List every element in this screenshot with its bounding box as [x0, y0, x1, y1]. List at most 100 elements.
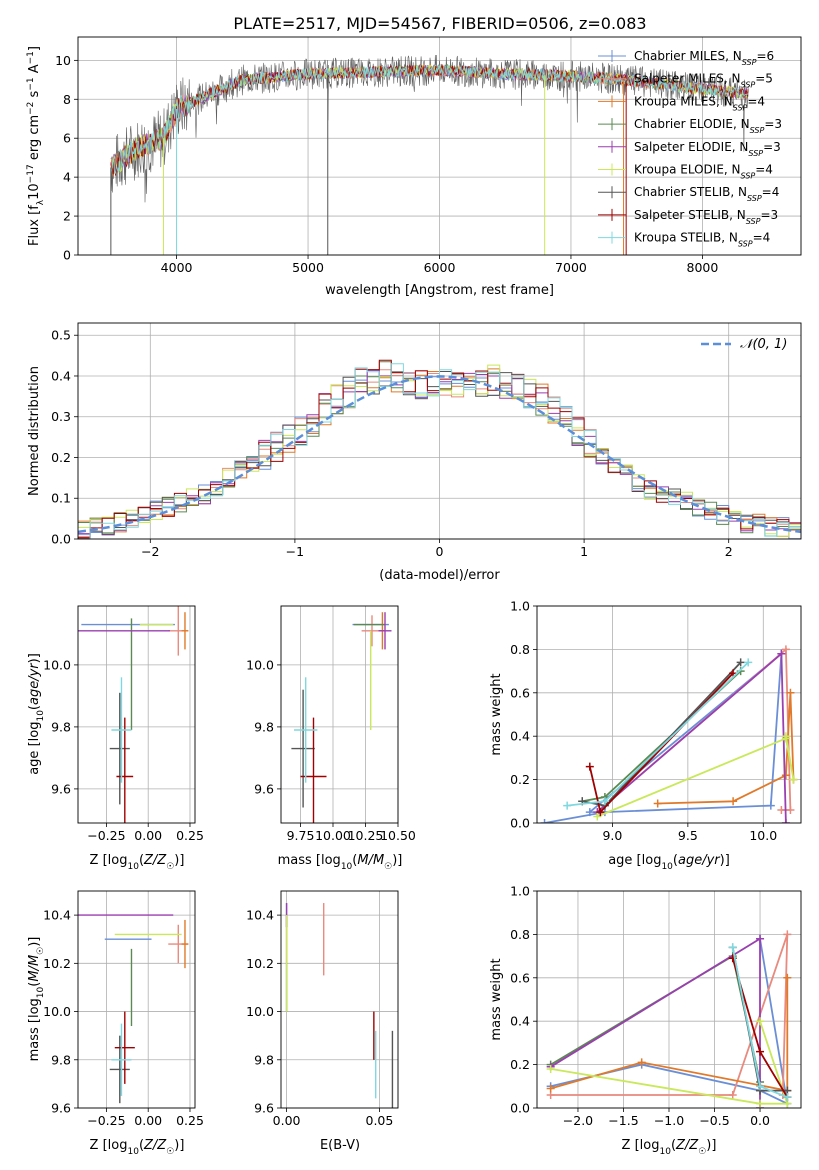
y-tick-label: 0.0 — [51, 532, 71, 547]
x-tick-label: 10.00 — [315, 828, 351, 843]
legend-model-name: Kroupa ELODIE, N — [634, 163, 741, 177]
weight-line — [550, 937, 761, 1108]
error-crosses — [78, 914, 189, 1104]
weight-marker — [596, 808, 605, 817]
legend-model-name: Salpeter ELODIE, N — [634, 140, 748, 154]
x-tick-label: 0.00 — [273, 1113, 301, 1128]
legend-model-name: Salpeter STELIB, N — [634, 208, 746, 222]
weight-marker — [637, 1058, 646, 1067]
weight-line — [550, 954, 761, 1083]
x-tick-label: 9.5 — [678, 828, 698, 843]
y-tick-label: 9.6 — [254, 781, 274, 796]
legend-label: Kroupa MILES, NSSP=4 — [634, 94, 765, 112]
axes-frame — [77, 36, 802, 256]
x-tick-label: −0.5 — [699, 1113, 729, 1128]
weight-marker — [781, 819, 790, 823]
y-axis-label: age [log10(age/yr)] — [27, 653, 46, 775]
error-cross — [294, 677, 318, 783]
gaussian-curve — [78, 375, 801, 534]
x-axis-label: mass [log10(M/M☉)] — [278, 853, 403, 872]
y-tick-label: 9.8 — [51, 1052, 71, 1067]
y-tick-label: 10.2 — [43, 956, 71, 971]
x-tick-label: −1.0 — [654, 1113, 684, 1128]
x-axis-label: E(B-V) — [320, 1138, 360, 1153]
y-tick-label: 10.0 — [246, 657, 274, 672]
error-cross — [109, 692, 130, 805]
legend-label: Kroupa ELODIE, NSSP=4 — [634, 163, 773, 181]
legend-label: Chabrier MILES, NSSP=6 — [634, 49, 774, 67]
legend-model-name: Chabrier MILES, N — [634, 49, 742, 63]
weight-marker — [756, 1082, 765, 1091]
y-tick-label: 0.0 — [510, 816, 530, 831]
y-tick-label: 9.8 — [254, 1052, 274, 1067]
error-cross — [114, 1011, 135, 1084]
weight-marker — [728, 943, 737, 952]
y-axis-label: mass weight — [489, 673, 504, 755]
x-tick-label: 10.50 — [380, 828, 416, 843]
weight-marker — [783, 930, 792, 939]
y-tick-label: 0 — [63, 248, 71, 263]
weight-line — [657, 692, 795, 805]
y-tick-label: 0.8 — [510, 927, 530, 942]
weight-marker — [540, 819, 549, 823]
weight-marker — [783, 973, 792, 982]
y-axis-label: Flux [fλ10−17 erg cm−2 s−1 A−1] — [26, 46, 46, 246]
x-tick-label: 2 — [725, 544, 733, 559]
x-tick-label: −2.0 — [563, 1113, 593, 1128]
weight-marker — [766, 801, 775, 810]
mass-vs-extinction-panel: 0.00 0.05 9.6 9.8 10.0 10.2 10.4 E(B-V) — [246, 890, 399, 1153]
y-tick-label: 9.6 — [254, 1101, 274, 1116]
weight-marker — [777, 649, 786, 658]
weight-marker — [585, 762, 594, 771]
x-tick-label: 1 — [580, 544, 588, 559]
histograms — [78, 359, 801, 539]
weight-marker — [777, 805, 786, 814]
axes-frame — [77, 605, 196, 824]
y-axis-label: mass weight — [489, 958, 504, 1040]
y-tick-label: 0.6 — [510, 685, 530, 700]
weight-marker — [653, 799, 662, 808]
y-tick-label: 8 — [63, 92, 71, 107]
legend-model-name: Chabrier STELIB, N — [634, 185, 747, 199]
error-cross — [291, 689, 315, 808]
weight-lines — [546, 930, 792, 1108]
histogram-step — [78, 369, 801, 539]
y-tick-label: 0.8 — [510, 642, 530, 657]
error-cross — [111, 1023, 132, 1096]
weight-line — [550, 1020, 789, 1105]
y-tick-label: 0.6 — [510, 970, 530, 985]
legend-label: 𝒩(0, 1) — [740, 337, 787, 352]
legend-label: Salpeter STELIB, NSSP=3 — [634, 208, 778, 226]
spectrum-panel: 4000 5000 6000 7000 8000 0 2 4 6 8 10 wavelength [A… — [26, 36, 802, 298]
x-tick-label: 0.00 — [134, 1113, 162, 1128]
x-tick-label: 4000 — [161, 260, 193, 275]
x-tick-label: −0.25 — [87, 1113, 125, 1128]
y-tick-label: 2 — [63, 209, 71, 224]
weight-marker — [783, 1093, 792, 1102]
y-tick-label: 0.1 — [51, 491, 71, 506]
residual-histogram-panel: −2 −1 0 1 2 0.0 0.1 0.2 0.3 0.4 0.5 (data-model)/er… — [27, 322, 802, 583]
y-tick-label: 4 — [63, 170, 71, 185]
x-tick-label: −0.25 — [87, 828, 125, 843]
weight-line — [550, 977, 789, 1092]
x-tick-label: −1.5 — [608, 1113, 638, 1128]
spectrum-line — [110, 64, 749, 175]
y-tick-label: 10.0 — [43, 657, 71, 672]
weight-line — [596, 651, 787, 823]
x-tick-label: 6000 — [424, 260, 456, 275]
y-tick-label: 0.4 — [51, 368, 71, 383]
y-tick-label: 10.0 — [43, 1004, 71, 1019]
x-tick-label: 5000 — [292, 260, 324, 275]
error-cross — [378, 612, 392, 650]
axes-frame — [536, 890, 802, 1109]
y-tick-label: 10.0 — [246, 1004, 274, 1019]
y-tick-label: 9.6 — [51, 1101, 71, 1116]
weight-marker — [563, 801, 572, 810]
weight-marker — [781, 771, 790, 780]
legend-label: Chabrier ELODIE, NSSP=3 — [634, 117, 782, 135]
x-tick-label: 9.0 — [602, 828, 622, 843]
spectrum-line — [110, 64, 749, 176]
y-tick-label: 10.2 — [246, 956, 274, 971]
